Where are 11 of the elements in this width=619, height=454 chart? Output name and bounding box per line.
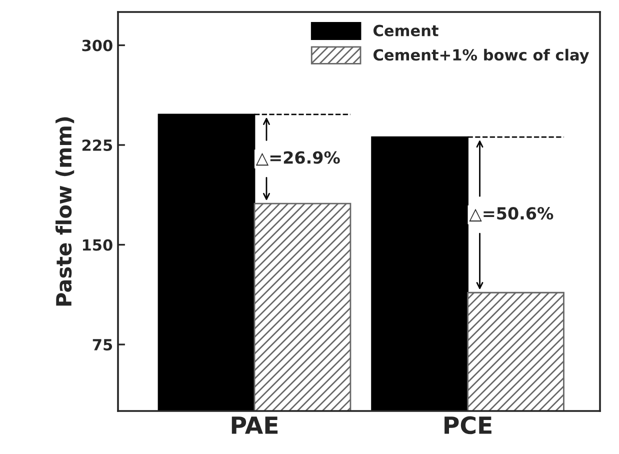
y-axis-title: Paste flow (mm) [56, 117, 74, 306]
legend-label: Cement+1% bowc of clay [374, 48, 590, 64]
x-tick-label: PCE [444, 416, 492, 434]
y-tick-label: 300 [82, 40, 112, 52]
annotation: △=26.9% [256, 151, 340, 166]
legend-label: Cement [374, 24, 438, 36]
y-tick-label: 225 [82, 139, 112, 152]
annotation: △=50.6% [469, 207, 554, 222]
y-tick-label: 150 [82, 239, 112, 251]
x-tick-label: PAE [232, 416, 278, 434]
y-tick-label: 75 [92, 339, 112, 351]
